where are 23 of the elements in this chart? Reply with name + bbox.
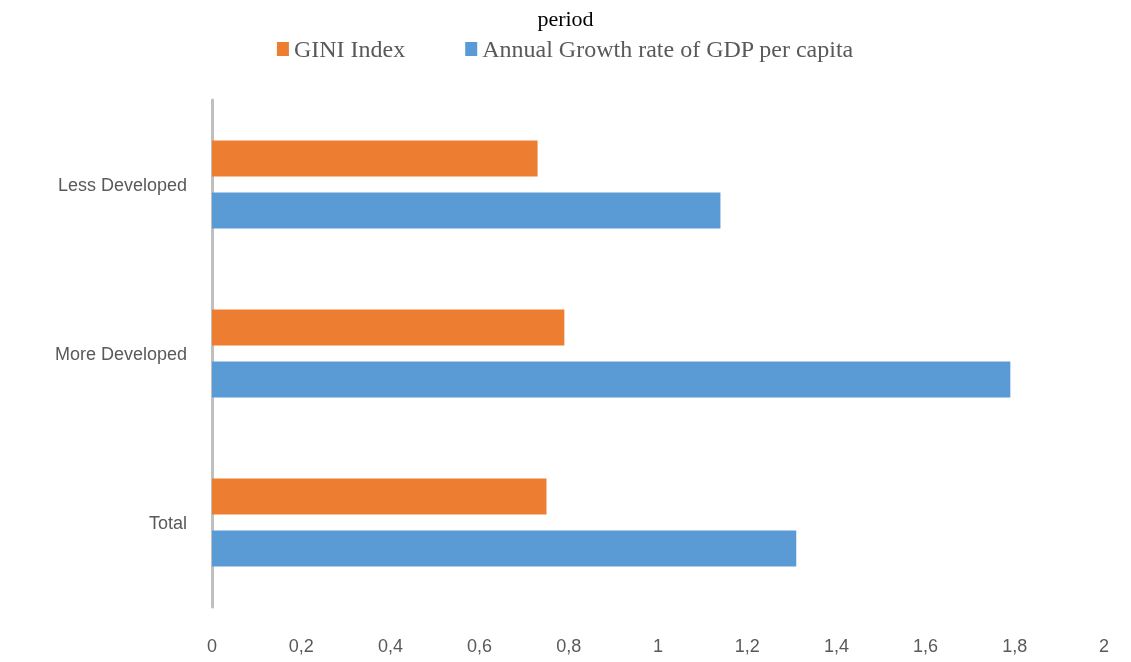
bar bbox=[212, 309, 565, 346]
x-tick-label: 0,2 bbox=[288, 636, 314, 656]
x-tick-label: 1 bbox=[652, 636, 664, 656]
bar bbox=[212, 192, 721, 229]
x-tick-label: 0 bbox=[206, 636, 218, 656]
legend-label: GINI Index bbox=[293, 36, 406, 62]
chart-title: period bbox=[537, 5, 594, 31]
y-tick-label: Total bbox=[148, 512, 187, 533]
y-tick-label: More Developed bbox=[54, 343, 187, 364]
x-tick-label: 0,6 bbox=[467, 636, 493, 656]
x-tick-label: 2 bbox=[1098, 636, 1110, 656]
x-tick-label: 1,4 bbox=[823, 636, 849, 656]
x-tick-label: 0,8 bbox=[556, 636, 582, 656]
x-tick-label: 0,4 bbox=[377, 636, 403, 656]
x-tick-label: 1,2 bbox=[734, 636, 760, 656]
bar bbox=[212, 478, 547, 515]
bar bbox=[212, 530, 797, 567]
x-tick-label: 1,6 bbox=[913, 636, 939, 656]
bar bbox=[212, 140, 538, 177]
y-tick-label: Less Developed bbox=[57, 174, 187, 195]
x-tick-label: 1,8 bbox=[1002, 636, 1028, 656]
legend-label: Annual Growth rate of GDP per capita bbox=[482, 36, 854, 62]
bar bbox=[212, 361, 1011, 398]
